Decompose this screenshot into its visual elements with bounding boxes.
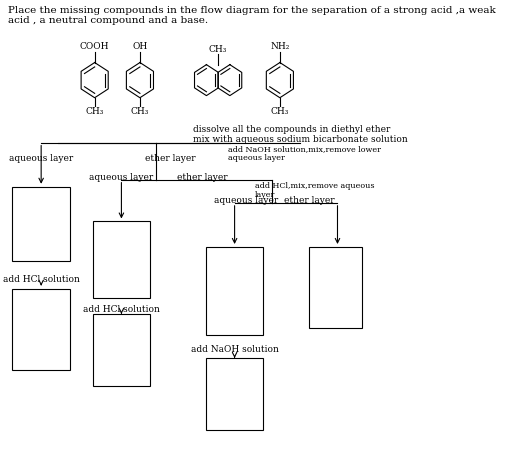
Text: add HCl solution: add HCl solution (3, 275, 79, 284)
Text: aqueous layer: aqueous layer (9, 154, 73, 164)
Text: ether layer: ether layer (145, 154, 196, 164)
FancyBboxPatch shape (206, 247, 263, 335)
Text: add HCl,mix,remove aqueous
layer: add HCl,mix,remove aqueous layer (255, 182, 375, 199)
Text: dissolve all the compounds in diethyl ether
mix with aqueous sodium bicarbonate : dissolve all the compounds in diethyl et… (194, 125, 408, 144)
Text: add HCl solution: add HCl solution (83, 305, 160, 314)
Text: add NaOH solution,mix,remove lower
aqueous layer: add NaOH solution,mix,remove lower aqueo… (228, 145, 381, 162)
Text: CH₃: CH₃ (271, 107, 289, 116)
Text: OH: OH (132, 42, 147, 51)
FancyBboxPatch shape (12, 288, 70, 370)
FancyBboxPatch shape (93, 314, 150, 386)
FancyBboxPatch shape (12, 187, 70, 261)
Text: CH₃: CH₃ (86, 107, 104, 116)
Text: CH₃: CH₃ (209, 45, 227, 54)
Text: ether layer: ether layer (284, 196, 335, 205)
Text: ether layer: ether layer (177, 173, 228, 182)
FancyBboxPatch shape (206, 358, 263, 430)
Text: CH₃: CH₃ (131, 107, 149, 116)
Text: Place the missing compounds in the flow diagram for the separation of a strong a: Place the missing compounds in the flow … (8, 6, 496, 26)
Text: add NaOH solution: add NaOH solution (190, 345, 279, 354)
FancyBboxPatch shape (93, 221, 150, 298)
FancyBboxPatch shape (309, 247, 362, 328)
Text: aqueous layer: aqueous layer (214, 196, 278, 205)
Text: COOH: COOH (80, 42, 110, 51)
Text: aqueous layer: aqueous layer (89, 173, 154, 182)
Text: NH₂: NH₂ (270, 42, 290, 51)
